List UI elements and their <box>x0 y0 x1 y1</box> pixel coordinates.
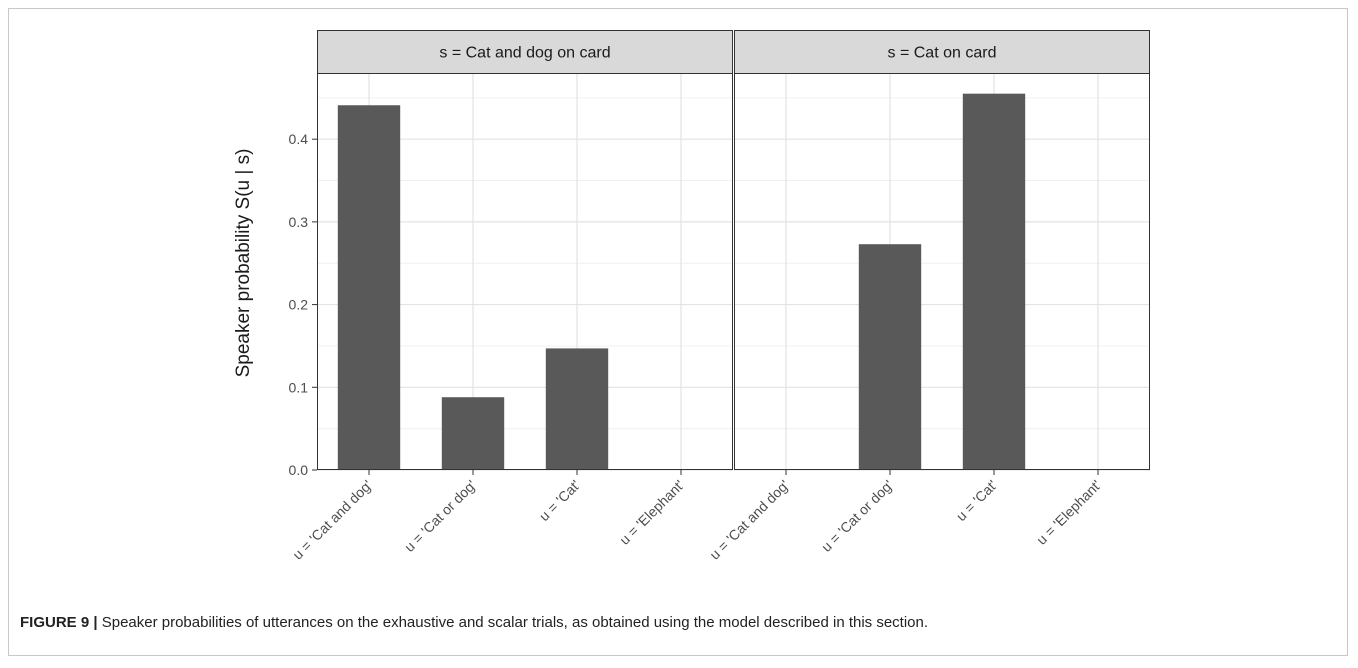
y-tick-label: 0.0 <box>289 462 309 478</box>
facet-panel: s = Cat on card u = 'Cat and dog' u = 'Cat… <box>706 30 1150 563</box>
y-tick-label: 0.3 <box>289 214 309 230</box>
y-tick-label: 0.4 <box>289 131 309 147</box>
facet-title: s = Cat and dog on card <box>439 45 610 62</box>
figure-frame <box>8 8 1348 656</box>
bar <box>858 244 922 470</box>
facet-title: s = Cat on card <box>888 45 997 62</box>
figure-caption: FIGURE 9 | Speaker probabilities of utte… <box>20 614 928 631</box>
figure-label: FIGURE 9 | <box>20 614 98 631</box>
x-tick-label: u = 'Cat' <box>953 477 1000 524</box>
y-axis-label: Speaker probability S(u | s) <box>233 149 254 378</box>
bar <box>545 348 609 470</box>
x-tick-label: u = 'Cat and dog' <box>706 477 792 563</box>
facet-strip <box>317 30 733 74</box>
facet-strip <box>734 30 1150 74</box>
x-tick-label: u = 'Cat or dog' <box>401 477 479 555</box>
bar <box>441 397 505 470</box>
panel-background <box>734 73 1150 470</box>
y-tick-label: 0.1 <box>289 379 309 395</box>
x-tick-label: u = 'Cat or dog' <box>818 477 896 555</box>
y-tick-label: 0.2 <box>289 297 309 313</box>
facet-panel: s = Cat and dog on card u = 'Cat and dog'… <box>289 30 733 563</box>
bar-chart: Speaker probability S(u | s) 0.0 0.1 0.2 0.… <box>233 30 1150 563</box>
x-tick-label: u = 'Elephant' <box>616 477 687 548</box>
x-tick-label: u = 'Cat and dog' <box>289 477 375 563</box>
x-tick-label: u = 'Cat' <box>536 477 583 524</box>
bar <box>962 93 1026 470</box>
bar <box>337 105 401 470</box>
x-tick-label: u = 'Elephant' <box>1033 477 1104 548</box>
caption-text: Speaker probabilities of utterances on t… <box>101 614 929 631</box>
